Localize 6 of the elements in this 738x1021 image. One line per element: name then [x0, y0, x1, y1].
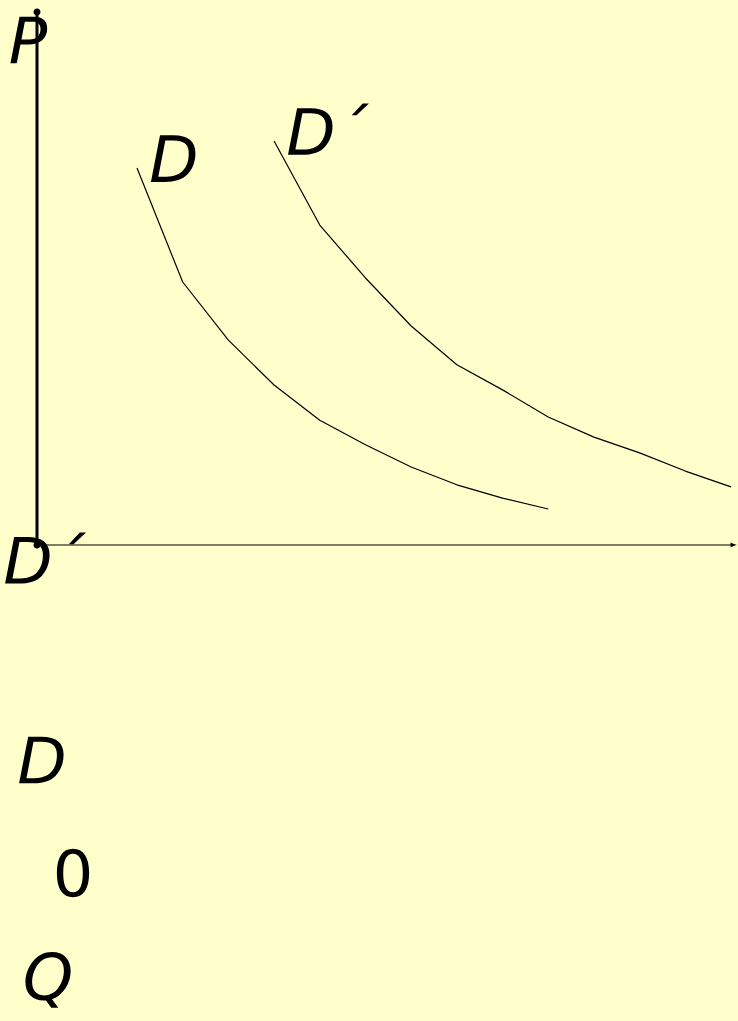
- series-label: D´: [288, 103, 369, 155]
- text: D´: [5, 532, 87, 584]
- text: 0: [56, 848, 90, 898]
- text: D: [19, 736, 64, 784]
- series-label: D: [150, 135, 196, 182]
- text: Q: [25, 952, 71, 1008]
